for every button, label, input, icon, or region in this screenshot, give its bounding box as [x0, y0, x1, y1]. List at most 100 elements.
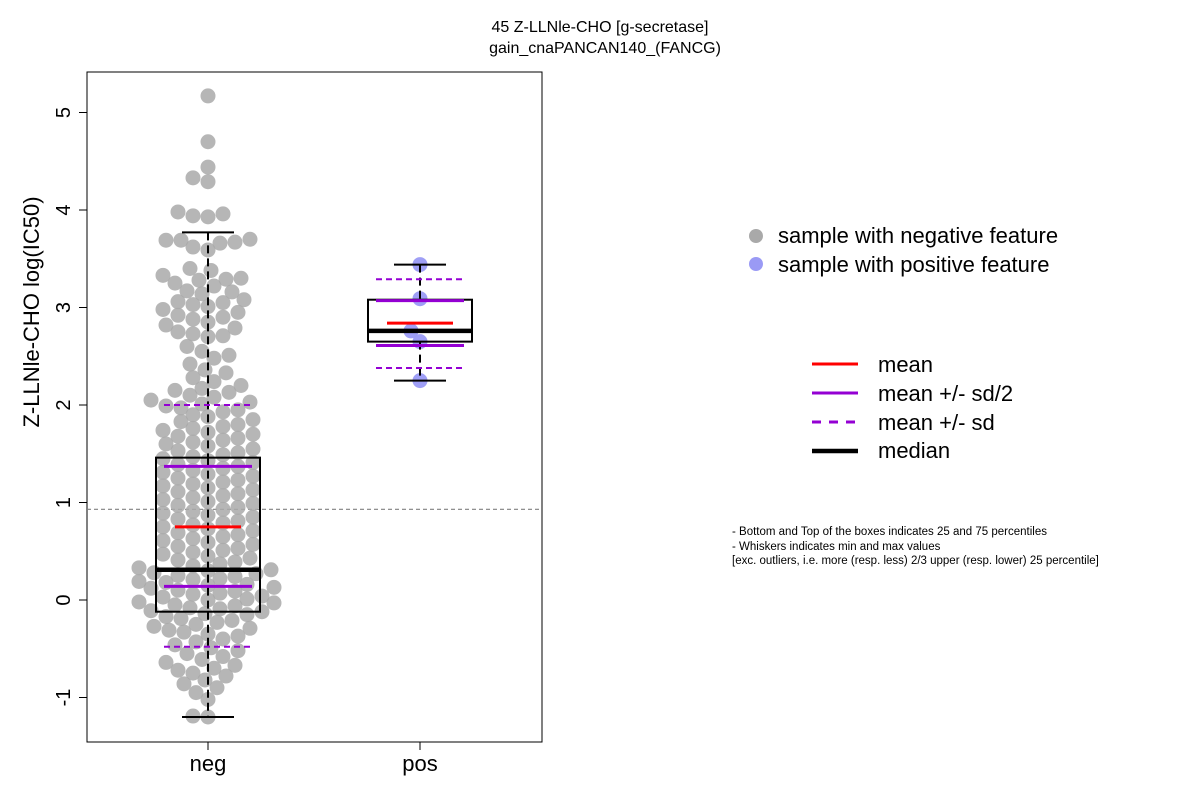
plot-frame [86, 71, 543, 743]
data-point [155, 464, 171, 480]
data-point [185, 544, 201, 560]
data-point [170, 497, 186, 513]
data-point [227, 320, 243, 336]
data-point [221, 347, 237, 363]
data-point [254, 604, 270, 620]
chart-notes: - Bottom and Top of the boxes indicates … [732, 525, 1099, 569]
data-point [200, 691, 216, 707]
data-point [221, 384, 237, 400]
y-tick-label: 2 [53, 399, 75, 410]
data-point [185, 572, 201, 588]
data-point [155, 422, 171, 438]
data-point [263, 562, 279, 578]
data-point [185, 239, 201, 255]
data-point [230, 430, 246, 446]
data-point [182, 600, 198, 616]
data-point [239, 607, 255, 623]
data-point [188, 634, 204, 650]
data-point [245, 426, 261, 442]
data-point [191, 272, 207, 288]
data-point [158, 232, 174, 248]
note-line: - Whiskers indicates min and max values [732, 540, 941, 553]
data-point [224, 612, 240, 628]
data-point [182, 356, 198, 372]
x-tick-label: pos [402, 751, 437, 776]
data-point [206, 278, 222, 294]
data-point [194, 380, 210, 396]
data-point [245, 412, 261, 428]
data-point [182, 387, 198, 403]
data-point [167, 382, 183, 398]
legend-label-mean-half-sd: mean +/- sd/2 [878, 381, 1014, 406]
data-point [158, 317, 174, 333]
data-point [227, 554, 243, 570]
note-line: [exc. outliers, i.e. more (resp. less) 2… [732, 555, 1099, 567]
data-point [179, 646, 195, 662]
data-point [215, 295, 231, 311]
data-point [185, 665, 201, 681]
data-point [173, 611, 189, 627]
data-point [200, 174, 216, 190]
data-point [176, 676, 192, 692]
data-point [158, 436, 174, 452]
data-point [227, 657, 243, 673]
data-point [245, 509, 261, 525]
y-tick-label: -1 [53, 689, 75, 707]
data-point [170, 443, 186, 459]
data-point [230, 527, 246, 543]
data-point [230, 445, 246, 461]
data-point [185, 208, 201, 224]
data-point [215, 418, 231, 434]
data-point [170, 294, 186, 310]
x-tick-label: neg [190, 751, 227, 776]
data-point [158, 654, 174, 670]
data-point [254, 588, 270, 604]
data-point [185, 586, 201, 602]
data-point [155, 589, 171, 605]
data-point [185, 407, 201, 423]
data-point [215, 501, 231, 517]
data-point [215, 206, 231, 222]
data-point [155, 492, 171, 508]
legend-label-positive: sample with positive feature [778, 252, 1050, 277]
data-point [230, 417, 246, 432]
data-point [188, 685, 204, 701]
data-point [215, 328, 231, 344]
data-point [209, 680, 225, 696]
data-point [245, 441, 261, 457]
legend-label-negative: sample with negative feature [778, 223, 1059, 248]
data-point [170, 307, 186, 323]
data-point [242, 550, 258, 566]
data-point [230, 499, 246, 515]
data-point [185, 476, 201, 492]
data-point [173, 400, 189, 416]
y-tick-label: 3 [53, 302, 75, 313]
data-point [242, 620, 258, 636]
y-tick-label: 5 [53, 107, 75, 118]
data-point [239, 576, 255, 592]
data-point [185, 326, 201, 342]
data-point [245, 495, 261, 511]
data-point [131, 573, 147, 589]
data-point [155, 519, 171, 535]
legend-label-mean: mean [878, 352, 934, 377]
data-point [170, 428, 186, 444]
chart-title: 45 Z-LLNle-CHO [g-secretase] [491, 19, 709, 36]
data-point [200, 134, 216, 150]
data-point [227, 598, 243, 614]
data-point [227, 234, 243, 250]
data-point [155, 301, 171, 317]
data-point [167, 597, 183, 613]
data-point [170, 552, 186, 568]
y-tick-label: 0 [53, 594, 75, 605]
data-point [212, 235, 228, 251]
data-point [179, 283, 195, 299]
data-point [215, 474, 231, 490]
data-point [200, 592, 216, 608]
data-point [230, 304, 246, 320]
data-point [233, 378, 249, 393]
data-point [158, 609, 174, 625]
data-point [176, 624, 192, 640]
y-tick-label: 4 [53, 204, 75, 215]
data-point [227, 569, 243, 585]
